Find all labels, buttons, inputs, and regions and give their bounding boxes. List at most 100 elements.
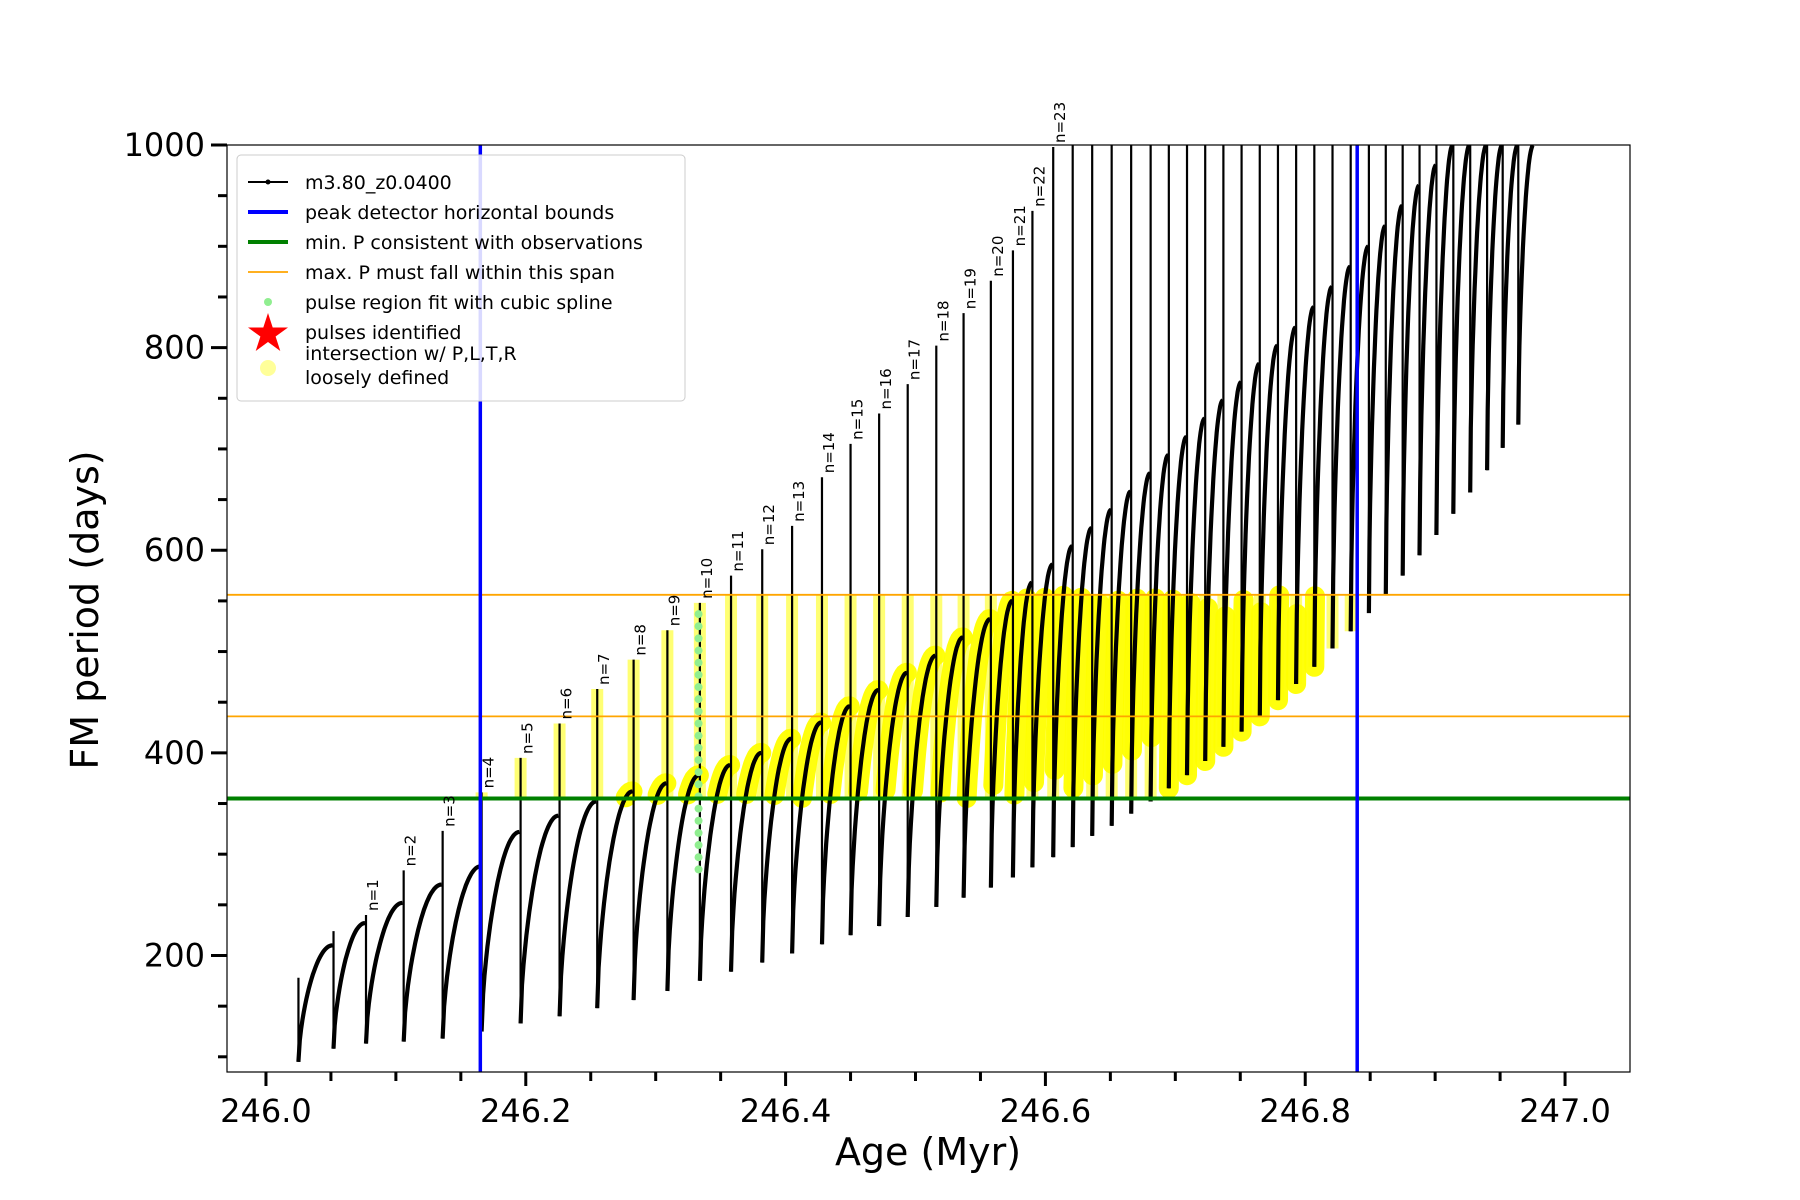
plot-frame	[226, 144, 1631, 1073]
legend-swatch-star	[248, 313, 288, 351]
pulse-label: n=12	[760, 504, 778, 545]
cubic-spline-region	[694, 610, 703, 874]
series-interpulse-curve	[1275, 325, 1297, 701]
pulse-label: n=13	[790, 481, 808, 522]
spline-point	[694, 658, 703, 667]
x-axis-title: Age (Myr)	[835, 1130, 1021, 1174]
horizontal-reference-lines	[227, 593, 1630, 801]
legend-label: pulses identified	[305, 322, 461, 344]
x-axis-ticks: 246.0 246.2 246.4 246.6 246.8 247.0	[220, 1072, 1611, 1130]
spline-point	[694, 670, 703, 679]
series-interpulse-curve	[934, 635, 964, 907]
spline-point	[694, 865, 703, 874]
pulse-label: n=5	[519, 722, 537, 754]
series-interpulse-curve	[819, 704, 851, 945]
series-interpulse-curve	[401, 882, 442, 1042]
series-interpulse-curve	[1451, 145, 1471, 514]
series-interpulse-curve	[1312, 285, 1334, 667]
series-interpulse-curve	[1203, 398, 1225, 762]
pulse-label: n=16	[877, 368, 895, 409]
spline-point	[694, 828, 703, 837]
x-tick-label: 246.8	[1259, 1092, 1351, 1130]
series-interpulse-curve	[760, 736, 792, 963]
legend-swatch-marker	[265, 179, 271, 185]
series-interpulse-curve	[1030, 562, 1054, 868]
pulse-label: n=3	[441, 795, 459, 827]
plot-area	[227, 145, 1630, 1072]
spline-point	[694, 695, 703, 704]
series-interpulse-curve	[631, 781, 667, 1001]
pulse-label: n=2	[402, 835, 420, 867]
series-interpulse-curve	[790, 720, 822, 954]
series-interpulse-curve	[728, 750, 762, 972]
series-interpulse-curve	[1400, 183, 1421, 576]
series-interpulse-curve	[1500, 145, 1520, 448]
y-tick-label: 600	[144, 531, 205, 569]
series-interpulse-curve	[518, 813, 559, 1024]
x-tick-label: 246.6	[1000, 1092, 1092, 1130]
pulse-label: n=18	[934, 300, 952, 341]
series-interpulse-curve	[1010, 580, 1033, 878]
y-axis-title: FM period (days)	[63, 450, 107, 769]
series-interpulse-curve	[1516, 145, 1535, 425]
spline-point	[694, 755, 703, 764]
series-interpulse-curve	[1294, 305, 1315, 685]
x-tick-label: 246.2	[480, 1092, 572, 1130]
series-interpulse-curve	[877, 670, 908, 927]
pulse-label: n=8	[632, 624, 650, 656]
pulse-label: n=23	[1051, 102, 1069, 143]
series-interpulse-curve	[331, 921, 366, 1049]
series-interpulse-curve	[905, 653, 937, 918]
pulse-label: n=19	[962, 268, 980, 309]
spline-point	[694, 719, 703, 728]
y-tick-label: 400	[144, 734, 205, 772]
series-interpulse-curve	[479, 829, 520, 1032]
pulse-label: n=7	[595, 653, 613, 685]
y-tick-label: 800	[144, 329, 205, 367]
y-tick-label: 200	[144, 936, 205, 974]
series-interpulse-curve	[1184, 416, 1206, 776]
spline-point	[694, 804, 703, 813]
spline-point	[694, 683, 703, 692]
pulse-label: n=17	[906, 339, 924, 380]
series-interpulse-curve	[296, 943, 333, 1063]
spline-point	[694, 768, 703, 777]
legend-label: intersection w/ P,L,T,R	[305, 343, 517, 365]
series-interpulse-curve	[961, 617, 991, 898]
spline-point	[694, 646, 703, 655]
series-interpulse-curve	[1383, 203, 1404, 595]
series-interpulse-curve	[1434, 145, 1455, 536]
x-tick-label: 247.0	[1519, 1092, 1611, 1130]
series-interpulse-curve	[1239, 361, 1261, 732]
series-interpulse-curve	[1485, 145, 1504, 471]
series-interpulse-curve	[1051, 544, 1074, 858]
pulse-label: n=20	[989, 236, 1007, 277]
legend-swatch-circle	[260, 360, 276, 376]
pulse-label: n=11	[729, 530, 747, 571]
pulse-label: n=22	[1030, 166, 1048, 207]
spline-point	[694, 780, 703, 789]
series-interpulse-curve	[595, 789, 633, 1009]
series-interpulse-curve	[1257, 343, 1279, 717]
series-interpulse-curve	[1166, 434, 1188, 789]
pulse-label: n=9	[665, 595, 683, 627]
series-m3-80-z0-0400	[296, 145, 1535, 1063]
pulse-label: n=21	[1011, 205, 1029, 246]
spline-point	[694, 816, 703, 825]
pulse-label: n=14	[820, 432, 838, 473]
legend-label: pulse region fit with cubic spline	[305, 292, 613, 314]
spline-point	[694, 622, 703, 631]
legend-label: max. P must fall within this span	[305, 262, 615, 284]
pulse-label: n=1	[364, 879, 382, 911]
series-interpulse-curve	[1366, 224, 1387, 614]
spline-point	[694, 707, 703, 716]
y-axis-ticks: 200 400 600 800 1000	[124, 126, 227, 1059]
series-interpulse-curve	[1109, 489, 1132, 826]
legend-label: loosely defined	[305, 367, 449, 389]
x-tick-label: 246.0	[220, 1092, 312, 1130]
pulse-label: n=15	[849, 399, 867, 440]
series-interpulse-curve	[1129, 471, 1152, 814]
series-interpulse-curve	[665, 773, 700, 992]
